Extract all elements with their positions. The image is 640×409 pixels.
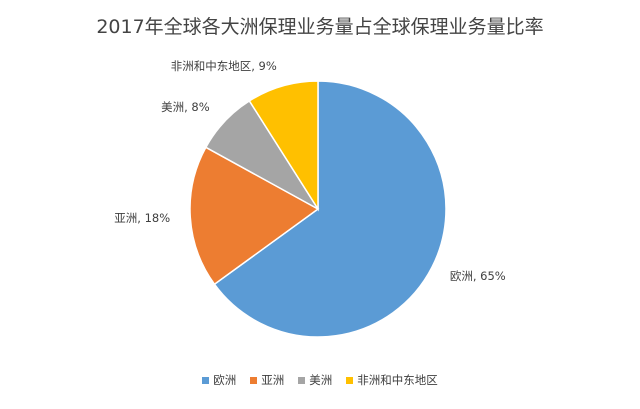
legend-label: 非洲和中东地区 <box>357 373 438 387</box>
legend: 欧洲 亚洲 美洲 非洲和中东地区 <box>0 372 640 388</box>
legend-swatch <box>298 376 306 384</box>
legend-item: 亚洲 <box>250 372 284 388</box>
pie-slice <box>213 80 447 338</box>
legend-swatch <box>250 376 258 384</box>
legend-label: 亚洲 <box>261 373 285 387</box>
legend-item: 美洲 <box>298 372 332 388</box>
data-label: 美洲, 8% <box>161 100 210 115</box>
data-label: 亚洲, 18% <box>114 210 171 225</box>
chart-title: 2017年全球各大洲保理业务量占全球保理业务量比率 <box>96 16 544 38</box>
data-label: 非洲和中东地区, 9% <box>170 59 277 74</box>
legend-swatch <box>202 376 210 384</box>
pie-slice <box>248 80 319 212</box>
legend-label: 美洲 <box>309 373 333 387</box>
legend-item: 欧洲 <box>202 372 236 388</box>
data-label: 欧洲, 65% <box>449 268 506 283</box>
legend-label: 欧洲 <box>213 373 237 387</box>
pie-slice <box>189 146 320 286</box>
legend-swatch <box>346 376 354 384</box>
legend-item: 非洲和中东地区 <box>346 372 438 388</box>
